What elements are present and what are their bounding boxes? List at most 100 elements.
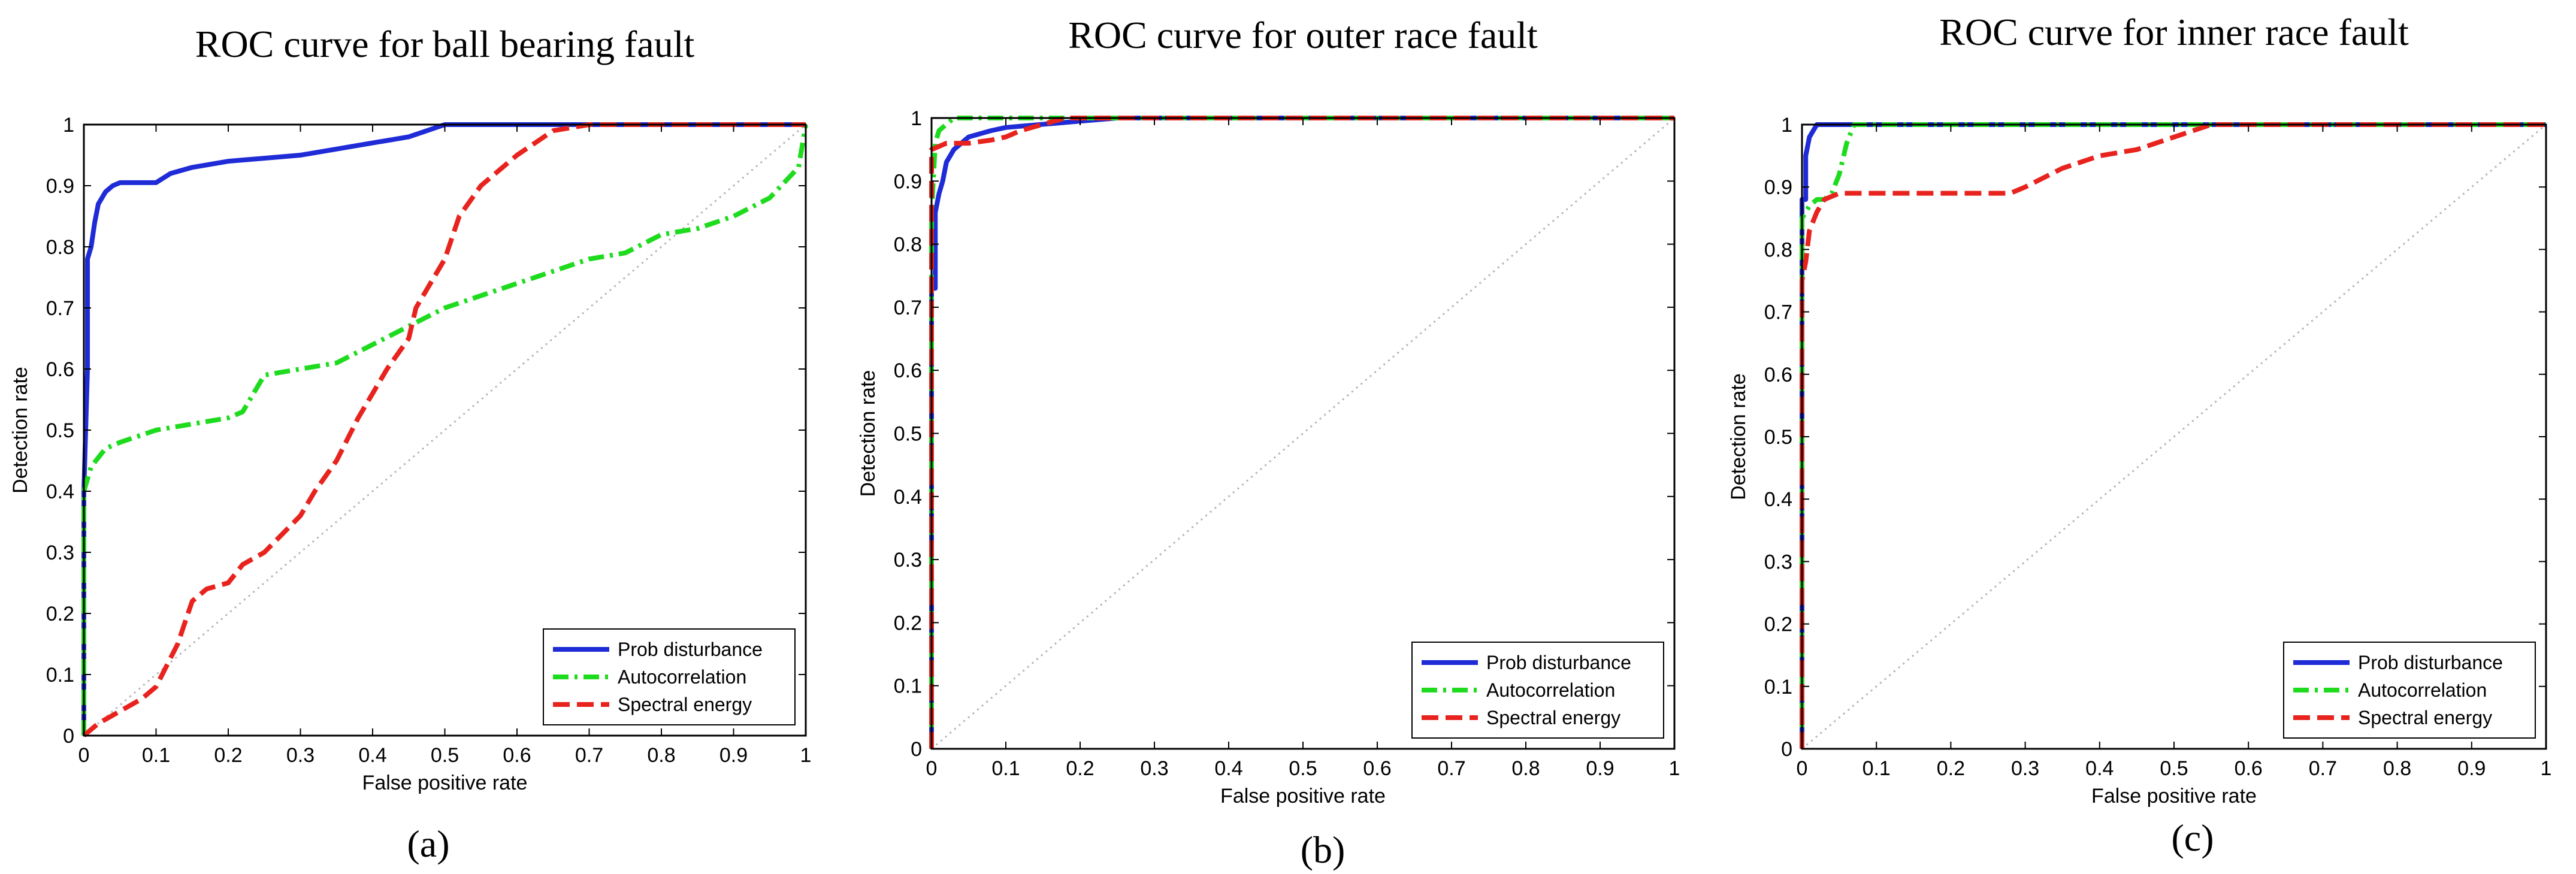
y-tick-label: 0.5 xyxy=(894,423,922,446)
x-tick-label: 0.7 xyxy=(2309,757,2337,780)
y-tick-label: 0.6 xyxy=(46,358,74,381)
y-tick-label: 1 xyxy=(911,107,922,130)
y-tick-label: 0 xyxy=(911,738,922,761)
x-tick-label: 0.7 xyxy=(575,744,603,767)
x-tick-label: 0.8 xyxy=(1511,757,1540,780)
x-tick-label: 0.5 xyxy=(1289,757,1317,780)
panel-caption: (b) xyxy=(1301,828,1346,871)
y-axis-label: Detection rate xyxy=(9,367,32,494)
legend: Prob disturbance Autocorrelation Spectral … xyxy=(2283,642,2536,739)
chance-diagonal-line xyxy=(1801,123,2547,750)
x-tick-label: 0 xyxy=(1797,757,1808,780)
series-line-spectral-energy xyxy=(929,116,1674,749)
series-line-spectral-energy xyxy=(82,122,806,738)
legend-entry: Autocorrelation xyxy=(1486,679,1615,701)
y-tick-label: 0.8 xyxy=(1764,238,1792,261)
legend-entry: Autocorrelation xyxy=(618,666,746,688)
x-tick-label: 0.2 xyxy=(214,744,242,767)
y-tick-label: 0.8 xyxy=(46,236,74,259)
y-tick-label: 0.1 xyxy=(894,675,922,698)
legend-entry: Spectral energy xyxy=(2358,707,2492,728)
x-tick-label: 0.6 xyxy=(503,744,531,767)
x-tick-label: 1 xyxy=(1669,757,1680,780)
y-tick-label: 0.9 xyxy=(46,175,74,198)
legend-entry: Prob disturbance xyxy=(1486,652,1631,673)
panel-caption: (a) xyxy=(407,822,449,865)
x-tick-label: 1 xyxy=(800,744,812,767)
y-tick-label: 0.6 xyxy=(1764,364,1792,386)
x-tick-label: 0.1 xyxy=(1863,757,1891,780)
y-tick-label: 0.4 xyxy=(1764,488,1792,511)
x-tick-label: 0 xyxy=(926,757,938,780)
x-tick-label: 0.8 xyxy=(2383,757,2411,780)
x-tick-label: 0.6 xyxy=(2235,757,2263,780)
chart-title: ROC curve for ball bearing fault xyxy=(195,23,695,65)
roc-panel-c: ROC curve for inner race fault (c) 0 0.1 0.2… xyxy=(1727,11,2551,859)
y-tick-label: 0.2 xyxy=(894,612,922,634)
x-tick-label: 0.9 xyxy=(2457,757,2486,780)
x-tick-label: 0.4 xyxy=(2085,757,2114,780)
y-tick-label: 0.7 xyxy=(46,297,74,320)
y-tick-label: 1 xyxy=(63,114,74,137)
series-line-spectral-energy xyxy=(1800,122,2546,749)
y-tick-label: 0.6 xyxy=(894,359,922,382)
y-tick-label: 0.2 xyxy=(46,603,74,625)
x-tick-label: 0.3 xyxy=(2011,757,2039,780)
x-tick-label: 0.8 xyxy=(647,744,675,767)
y-tick-label: 0 xyxy=(63,725,74,748)
y-tick-label: 0.7 xyxy=(894,297,922,319)
y-axis-label: Detection rate xyxy=(1727,373,1750,500)
x-tick-label: 0.7 xyxy=(1437,757,1465,780)
y-tick-label: 0.8 xyxy=(894,234,922,256)
series-line-prob-disturbance xyxy=(81,122,806,736)
panel-caption: (c) xyxy=(2171,816,2214,859)
x-tick-label: 0.1 xyxy=(142,744,170,767)
x-tick-label: 0.1 xyxy=(991,757,1020,780)
y-axis-label: Detection rate xyxy=(857,370,879,497)
x-tick-label: 0.4 xyxy=(358,744,386,767)
y-tick-label: 0.3 xyxy=(1764,551,1792,573)
y-tick-label: 0.1 xyxy=(46,664,74,687)
x-axis-label: False positive rate xyxy=(362,772,528,794)
x-tick-label: 0.2 xyxy=(1066,757,1094,780)
x-tick-label: 0.5 xyxy=(2160,757,2188,780)
x-tick-label: 0.5 xyxy=(431,744,459,767)
x-tick-label: 0.4 xyxy=(1214,757,1242,780)
y-tick-label: 0.2 xyxy=(1764,613,1792,636)
x-tick-label: 0.3 xyxy=(286,744,315,767)
x-axis-label: False positive rate xyxy=(2091,785,2257,808)
legend-entry: Spectral energy xyxy=(618,694,752,715)
chart-title: ROC curve for inner race fault xyxy=(1939,11,2409,53)
roc-panel-b: ROC curve for outer race fault (b) 0 0.1 0.2… xyxy=(857,14,1680,871)
series-line-autocorrelation xyxy=(81,124,808,736)
x-tick-label: 0.2 xyxy=(1937,757,1965,780)
y-tick-label: 1 xyxy=(1781,114,1792,137)
chance-diagonal-line xyxy=(931,117,1675,750)
y-tick-label: 0 xyxy=(1781,738,1792,761)
legend-entry: Autocorrelation xyxy=(2358,679,2487,701)
legend-entry: Prob disturbance xyxy=(2358,652,2503,673)
y-tick-label: 0.7 xyxy=(1764,301,1792,324)
x-tick-label: 0.3 xyxy=(1140,757,1168,780)
y-tick-label: 0.9 xyxy=(894,170,922,193)
y-tick-label: 0.3 xyxy=(894,549,922,571)
y-tick-label: 0.3 xyxy=(46,542,74,564)
x-tick-label: 0.6 xyxy=(1363,757,1391,780)
y-tick-label: 0.5 xyxy=(46,419,74,442)
y-tick-label: 0.4 xyxy=(46,480,74,503)
y-tick-label: 0.9 xyxy=(1764,176,1792,199)
x-tick-label: 0 xyxy=(78,744,90,767)
legend-entry: Prob disturbance xyxy=(618,639,763,660)
roc-panel-a: ROC curve for ball bearing fault (a) 0 0.1 0… xyxy=(9,23,811,865)
y-tick-label: 0.5 xyxy=(1764,426,1792,449)
legend: Prob disturbance Autocorrelation Spectral … xyxy=(543,628,796,725)
x-tick-label: 0.9 xyxy=(719,744,748,767)
legend-entry: Spectral energy xyxy=(1486,707,1620,728)
series-line-autocorrelation xyxy=(1800,122,2546,749)
y-tick-label: 0.1 xyxy=(1764,676,1792,698)
x-axis-label: False positive rate xyxy=(1220,785,1386,808)
x-tick-label: 0.9 xyxy=(1586,757,1614,780)
legend: Prob disturbance Autocorrelation Spectral … xyxy=(1411,642,1664,739)
x-tick-label: 1 xyxy=(2541,757,2552,780)
